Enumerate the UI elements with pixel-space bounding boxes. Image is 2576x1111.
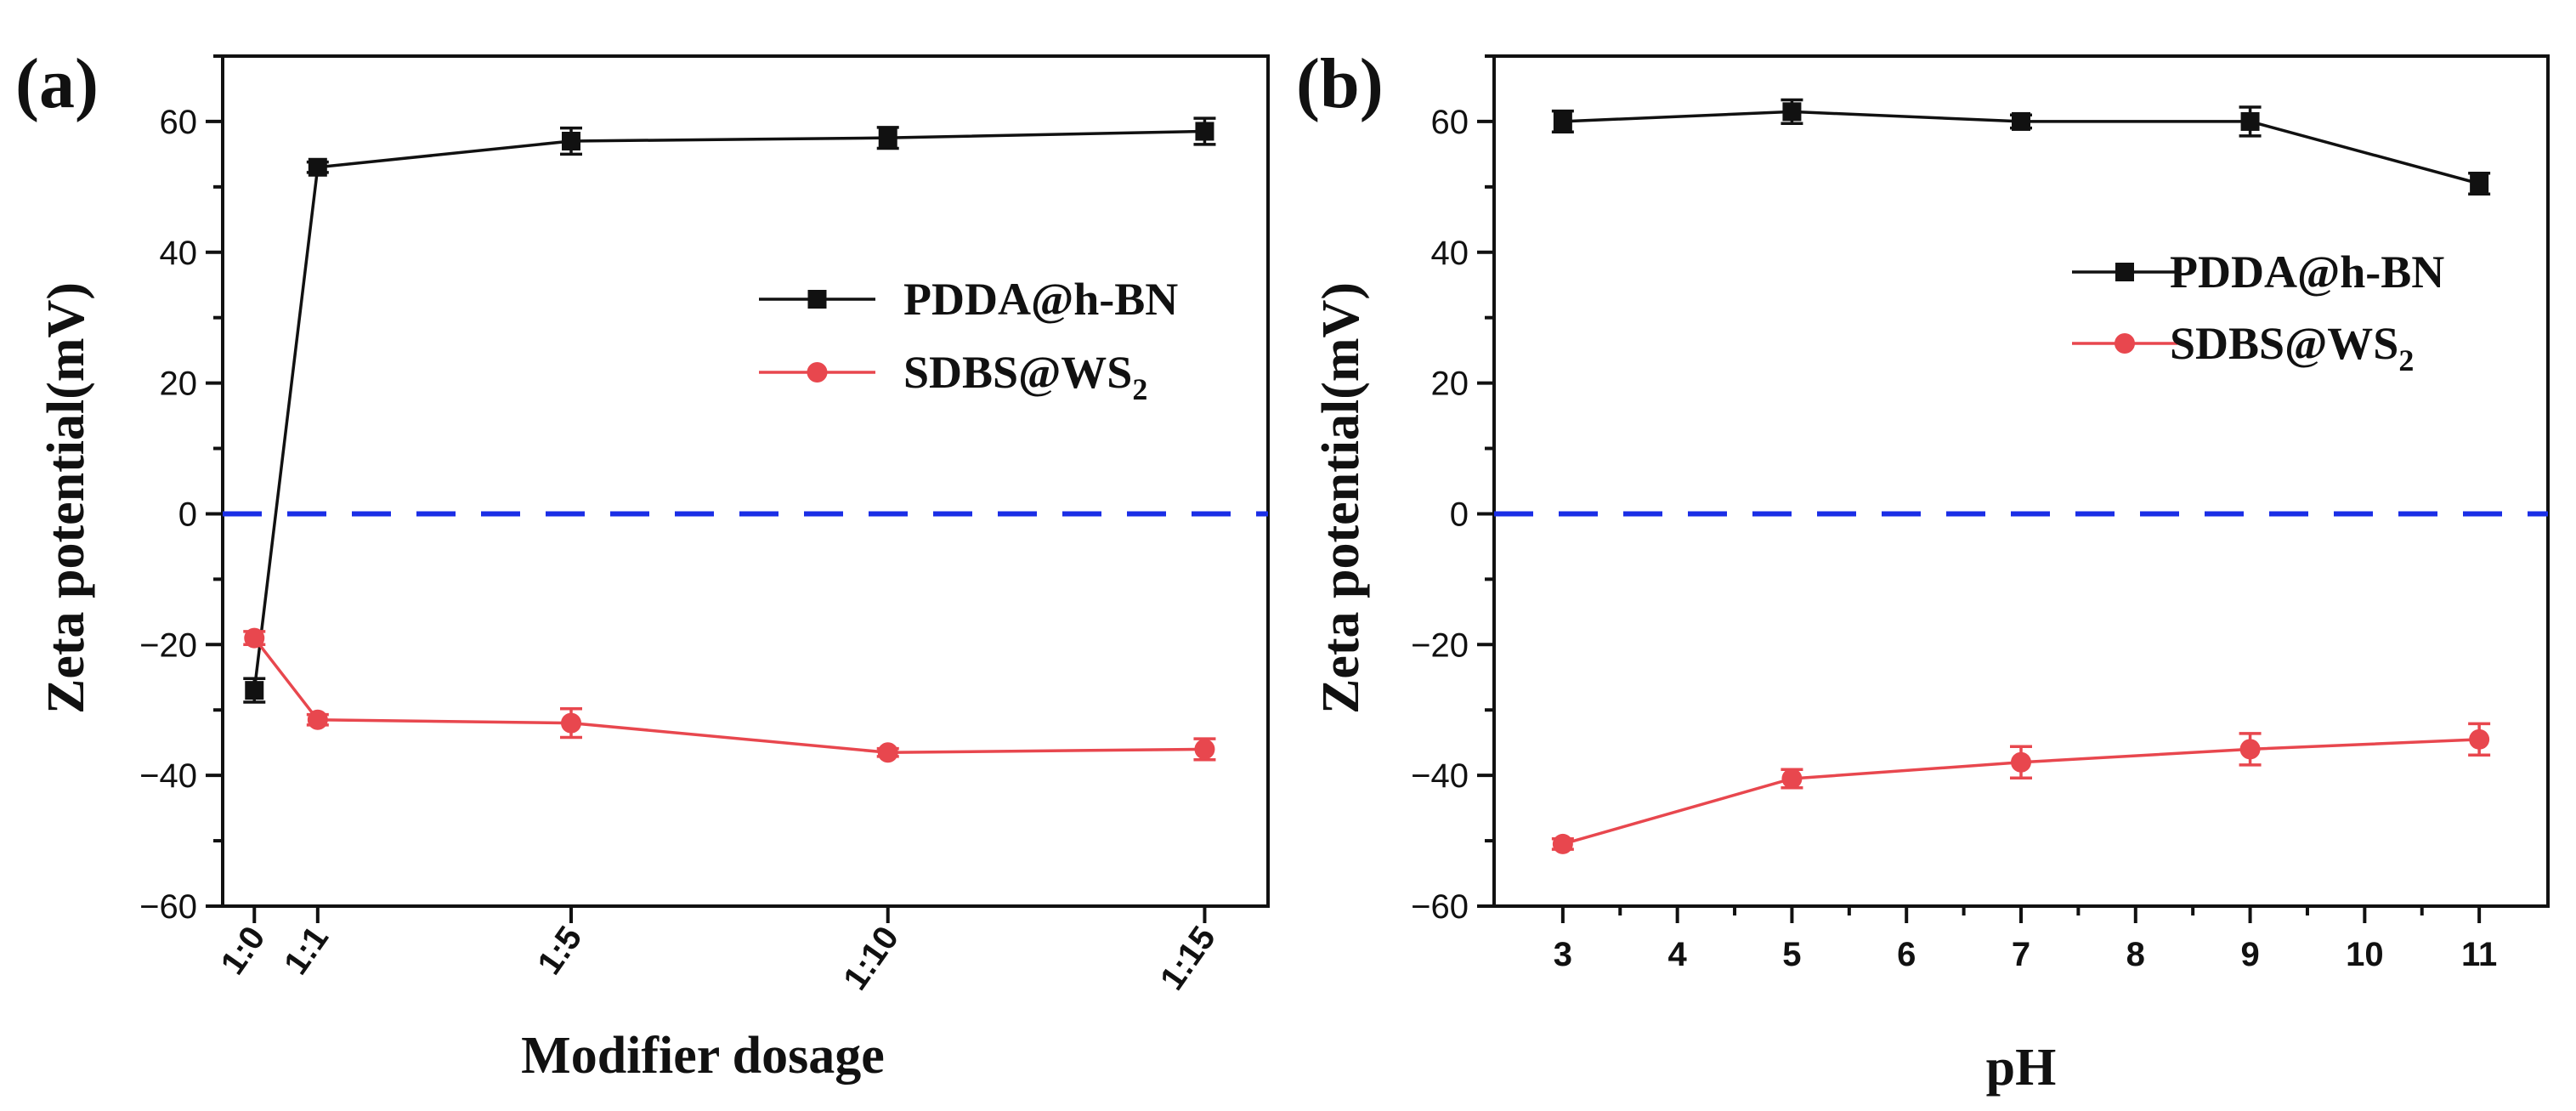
x-tick-label: 7	[2012, 936, 2030, 973]
x-tick-label: 1:5	[530, 920, 589, 982]
y-tick-label: 0	[1450, 496, 1469, 533]
legend-entry-sdbs-ws2: SDBS@WS2	[2072, 318, 2414, 377]
series-line	[252, 637, 1205, 754]
data-point	[2012, 111, 2030, 131]
data-point	[245, 681, 264, 700]
legend-entry-pdda-hbn: PDDA@h-BN	[2072, 247, 2444, 298]
data-point	[1195, 122, 1214, 141]
y-tick-label: −40	[1411, 757, 1469, 795]
y-tick-label: −60	[1411, 888, 1469, 926]
x-axis-title: pH	[1986, 1039, 2057, 1097]
x-tick-label: 10	[2346, 936, 2384, 973]
data-point	[561, 712, 581, 734]
chart-panel-b: −60 −40 −20 0 20 40 60 3 4 5 6 7 8 9 10 11 pH Zeta potent…	[1296, 44, 2550, 1097]
chart-panel-a: −60 −40 −20 0 20 40 60 1:0 1:1 1:5 1:10 1:15 Modifie…	[15, 44, 1270, 1085]
data-point	[2011, 751, 2031, 773]
y-axis-title: Zeta potential(mV)	[37, 282, 95, 714]
data-point	[2470, 174, 2489, 193]
y-tick-label: 40	[1431, 235, 1469, 272]
data-point	[2240, 111, 2260, 131]
y-axis-title: Zeta potential(mV)	[1312, 282, 1370, 714]
x-tick-label: 3	[1554, 936, 1572, 973]
data-point	[244, 627, 265, 649]
legend-entry-pdda-hbn: PDDA@h-BN	[759, 274, 1178, 325]
data-point	[1781, 768, 1803, 789]
data-point	[1194, 739, 1215, 760]
y-tick-label: 20	[1431, 366, 1469, 403]
x-tick-label: 1:1	[277, 920, 336, 982]
x-tick-label: 5	[1782, 936, 1801, 973]
series-sdbs-ws2	[1551, 722, 2491, 854]
y-tick-label: −60	[139, 888, 197, 926]
x-tick-label: 1:0	[213, 920, 272, 982]
y-tick-label: −20	[1411, 626, 1469, 664]
y-tick-label: 60	[1431, 104, 1469, 141]
data-point	[1782, 102, 1802, 122]
legend-marker	[2115, 333, 2135, 354]
data-point	[307, 709, 328, 730]
x-tick-label: 6	[1897, 936, 1916, 973]
series-pdda-hbn	[243, 116, 1216, 704]
x-tick-label: 8	[2126, 936, 2145, 973]
legend-label: SDBS@WS2	[2170, 318, 2414, 377]
legend-label: SDBS@WS2	[903, 347, 1147, 406]
x-tick-label: 11	[2461, 936, 2497, 973]
data-point	[2469, 728, 2490, 750]
y-tick-label: 0	[178, 496, 197, 533]
x-tick-label: 9	[2240, 936, 2259, 973]
legend-label: PDDA@h-BN	[2170, 247, 2444, 298]
series-pdda-hbn	[1551, 98, 2491, 196]
panel-label: (a)	[15, 44, 99, 123]
panel-label: (b)	[1296, 44, 1384, 123]
x-tick-label: 1:15	[1153, 920, 1223, 997]
plot-frame	[221, 54, 1270, 908]
legend-entry-sdbs-ws2: SDBS@WS2	[759, 347, 1147, 406]
y-tick-label: 20	[160, 366, 198, 403]
x-tick-label: 1:10	[836, 920, 906, 997]
data-point	[562, 132, 580, 150]
data-point	[878, 128, 897, 148]
series-line	[252, 129, 1205, 691]
y-tick-label: −20	[139, 626, 197, 664]
data-point	[877, 742, 898, 763]
data-point	[1552, 833, 1573, 854]
data-point	[308, 157, 327, 177]
data-point	[2239, 739, 2261, 760]
y-tick-label: 60	[160, 104, 198, 141]
y-tick-label: 40	[160, 235, 198, 272]
data-point	[1553, 111, 1572, 131]
y-tick-label: −40	[139, 757, 197, 795]
x-tick-label: 4	[1668, 936, 1688, 973]
x-axis-title: Modifier dosage	[521, 1027, 885, 1085]
series-sdbs-ws2	[243, 627, 1216, 763]
legend-marker	[2115, 263, 2134, 281]
legend-marker	[807, 362, 828, 383]
legend-marker	[807, 290, 827, 309]
legend-label: PDDA@h-BN	[903, 274, 1178, 325]
